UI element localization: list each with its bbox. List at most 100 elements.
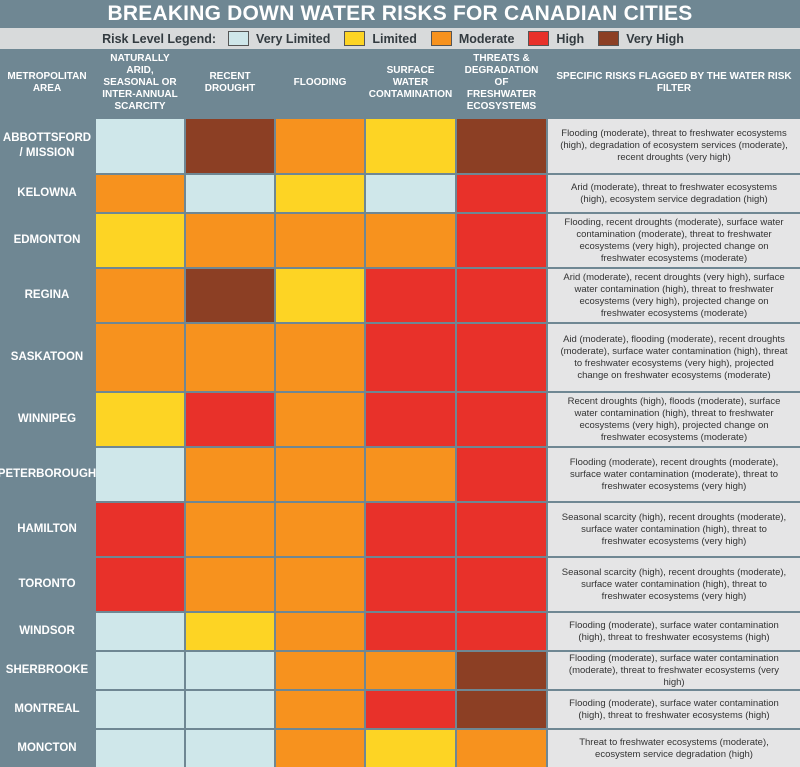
risk-cell-windsor-3	[276, 613, 364, 650]
risk-cell-winnipeg-3	[276, 393, 364, 446]
risk-cell-abbottsford-mission-1	[96, 119, 184, 173]
risk-description-toronto: Seasonal scarcity (high), recent drought…	[548, 558, 800, 611]
column-header-recent-drought: RECENT DROUGHT	[186, 49, 274, 117]
risk-description-abbottsford-mission: Flooding (moderate), threat to freshwate…	[548, 119, 800, 173]
column-header-naturally-arid-seasonal-or-inter-annual-: NATURALLY ARID, SEASONAL OR INTER-ANNUAL…	[96, 49, 184, 117]
legend-label-very-high: Very High	[626, 31, 684, 46]
risk-description-kelowna: Arid (moderate), threat to freshwater ec…	[548, 175, 800, 212]
risk-cell-kelowna-3	[276, 175, 364, 212]
risk-cell-saskatoon-4	[366, 324, 455, 391]
risk-description-edmonton: Flooding, recent droughts (moderate), su…	[548, 214, 800, 267]
risk-cell-regina-3	[276, 269, 364, 322]
risk-cell-sherbrooke-4	[366, 652, 455, 689]
risk-cell-edmonton-4	[366, 214, 455, 267]
risk-cell-peterborough-5	[457, 448, 546, 501]
city-label-winnipeg: WINNIPEG	[0, 393, 94, 446]
legend-label-very-limited: Very Limited	[256, 31, 331, 46]
legend-item-very-limited: Very Limited	[228, 31, 330, 46]
risk-cell-moncton-2	[186, 730, 274, 767]
risk-description-regina: Arid (moderate), recent droughts (very h…	[548, 269, 800, 322]
risk-cell-winnipeg-1	[96, 393, 184, 446]
risk-cell-windsor-1	[96, 613, 184, 650]
city-label-toronto: TORONTO	[0, 558, 94, 611]
risk-cell-regina-4	[366, 269, 455, 322]
city-label-abbottsford-mission: ABBOTTSFORD / MISSION	[0, 119, 94, 173]
risk-description-moncton: Threat to freshwater ecosystems (moderat…	[548, 730, 800, 767]
risk-cell-windsor-5	[457, 613, 546, 650]
risk-cell-saskatoon-3	[276, 324, 364, 391]
risk-cell-montreal-3	[276, 691, 364, 728]
risk-cell-edmonton-3	[276, 214, 364, 267]
risk-cell-hamilton-4	[366, 503, 455, 556]
legend-label-moderate: Moderate	[458, 31, 515, 46]
risk-description-montreal: Flooding (moderate), surface water conta…	[548, 691, 800, 728]
risk-cell-abbottsford-mission-2	[186, 119, 274, 173]
risk-cell-windsor-4	[366, 613, 455, 650]
risk-description-peterborough: Flooding (moderate), recent droughts (mo…	[548, 448, 800, 501]
risk-cell-kelowna-2	[186, 175, 274, 212]
page-title: BREAKING DOWN WATER RISKS FOR CANADIAN C…	[0, 0, 800, 28]
risk-cell-moncton-3	[276, 730, 364, 767]
legend-label-high: High	[556, 31, 585, 46]
risk-cell-toronto-4	[366, 558, 455, 611]
legend-swatch-very-limited	[228, 31, 250, 46]
legend-item-limited: Limited	[344, 31, 417, 46]
risk-cell-hamilton-5	[457, 503, 546, 556]
risk-cell-abbottsford-mission-4	[366, 119, 455, 173]
risk-cell-edmonton-1	[96, 214, 184, 267]
risk-cell-sherbrooke-1	[96, 652, 184, 689]
city-label-saskatoon: SASKATOON	[0, 324, 94, 391]
risk-cell-toronto-5	[457, 558, 546, 611]
risk-cell-kelowna-1	[96, 175, 184, 212]
risk-cell-winnipeg-2	[186, 393, 274, 446]
risk-cell-abbottsford-mission-5	[457, 119, 546, 173]
city-label-edmonton: EDMONTON	[0, 214, 94, 267]
risk-cell-abbottsford-mission-3	[276, 119, 364, 173]
risk-cell-peterborough-1	[96, 448, 184, 501]
risk-cell-moncton-4	[366, 730, 455, 767]
risk-cell-montreal-5	[457, 691, 546, 728]
risk-heatmap: METROPOLITAN AREA NATURALLY ARID, SEASONA…	[0, 49, 800, 767]
legend-item-high: High	[528, 31, 584, 46]
column-header-flooding: FLOODING	[276, 49, 364, 117]
risk-cell-hamilton-2	[186, 503, 274, 556]
legend-swatch-limited	[344, 31, 366, 46]
city-label-peterborough: PETERBOROUGH	[0, 448, 96, 501]
risk-cell-saskatoon-1	[96, 324, 184, 391]
risk-cell-toronto-1	[96, 558, 184, 611]
risk-description-saskatoon: Aid (moderate), flooding (moderate), rec…	[548, 324, 800, 391]
legend-title: Risk Level Legend:	[102, 31, 217, 46]
column-header-metropolitan-area: METROPOLITAN AREA	[0, 49, 94, 117]
risk-cell-toronto-3	[276, 558, 364, 611]
risk-legend: Risk Level Legend: Very Limited Limited …	[0, 28, 800, 49]
risk-cell-regina-5	[457, 269, 546, 322]
risk-description-windsor: Flooding (moderate), surface water conta…	[548, 613, 800, 650]
risk-cell-edmonton-2	[186, 214, 274, 267]
risk-cell-montreal-1	[96, 691, 184, 728]
risk-description-winnipeg: Recent droughts (high), floods (moderate…	[548, 393, 800, 446]
legend-swatch-very-high	[598, 31, 620, 46]
risk-cell-sherbrooke-2	[186, 652, 274, 689]
city-label-windsor: WINDSOR	[0, 613, 94, 650]
column-header-surface-water-contamination: SURFACE WATER CONTAMINATION	[366, 49, 455, 117]
legend-label-limited: Limited	[372, 31, 417, 46]
city-label-regina: REGINA	[0, 269, 94, 322]
risk-cell-kelowna-5	[457, 175, 546, 212]
risk-description-sherbrooke: Flooding (moderate), surface water conta…	[548, 652, 800, 689]
risk-cell-windsor-2	[186, 613, 274, 650]
risk-cell-regina-2	[186, 269, 274, 322]
risk-cell-edmonton-5	[457, 214, 546, 267]
risk-cell-montreal-4	[366, 691, 455, 728]
column-header-threats-degradation-of-freshwater-ecosys: THREATS & DEGRADATION OF FRESHWATER ECOS…	[457, 49, 546, 117]
legend-item-moderate: Moderate	[430, 31, 515, 46]
city-label-montreal: MONTREAL	[0, 691, 94, 728]
city-label-hamilton: HAMILTON	[0, 503, 94, 556]
risk-cell-winnipeg-4	[366, 393, 455, 446]
risk-cell-hamilton-3	[276, 503, 364, 556]
legend-item-very-high: Very High	[598, 31, 684, 46]
city-label-sherbrooke: SHERBROOKE	[0, 652, 94, 689]
risk-cell-winnipeg-5	[457, 393, 546, 446]
risk-cell-sherbrooke-5	[457, 652, 546, 689]
risk-cell-saskatoon-5	[457, 324, 546, 391]
